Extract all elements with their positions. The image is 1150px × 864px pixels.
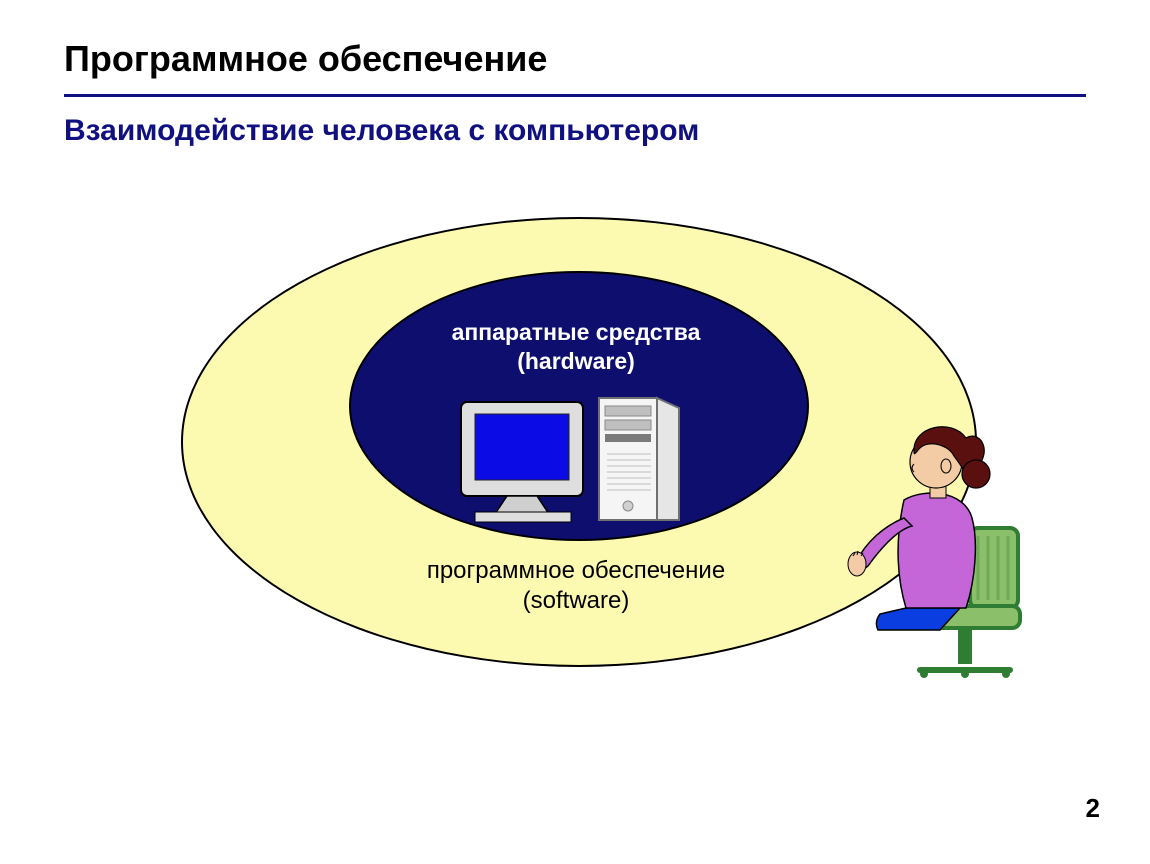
subtitle: Взаимодействие человека с компьютером: [64, 114, 699, 148]
software-label-line1: программное обеспечение: [427, 557, 725, 584]
person-icon: [820, 408, 1040, 683]
hardware-label-line2: (hardware): [517, 348, 635, 374]
hardware-label-line1: аппаратные средства: [452, 319, 701, 345]
page-number: 2: [1086, 793, 1100, 824]
computer-icon: [457, 394, 713, 529]
page-title: Программное обеспечение: [64, 38, 547, 80]
slide: Программное обеспечение Взаимодействие ч…: [0, 0, 1150, 864]
software-label: программное обеспечение (software): [386, 556, 766, 616]
title-underline: [64, 94, 1086, 97]
hardware-label: аппаратные средства (hardware): [406, 318, 746, 376]
software-label-line2: (software): [523, 587, 630, 614]
